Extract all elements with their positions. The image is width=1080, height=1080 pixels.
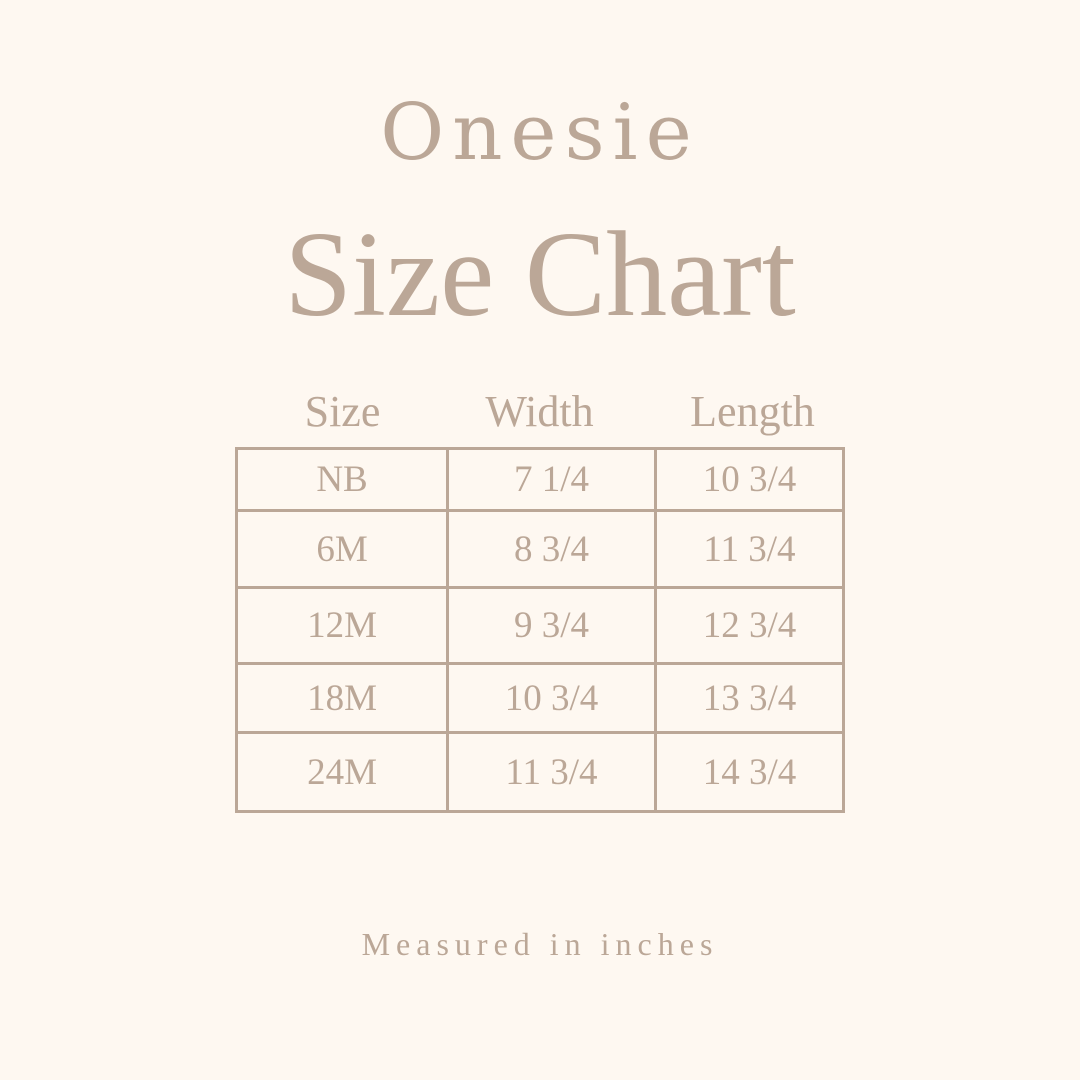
table-row: 12M 9 3/4 12 3/4	[234, 586, 846, 665]
width-cell: 8 3/4	[446, 509, 657, 589]
table-row: 18M 10 3/4 13 3/4	[234, 662, 846, 734]
footer-note: Measured in inches	[361, 926, 719, 962]
size-cell: 18M	[234, 662, 450, 734]
page-title: Size Chart	[284, 207, 796, 342]
table-row: 24M 11 3/4 14 3/4	[234, 731, 846, 813]
size-cell: NB	[234, 447, 450, 512]
length-cell: 11 3/4	[653, 509, 846, 589]
width-cell: 10 3/4	[446, 662, 657, 734]
size-cell: 12M	[234, 586, 450, 665]
table-row: NB 7 1/4 10 3/4	[234, 447, 846, 512]
column-header-size: Size	[304, 387, 381, 436]
width-cell: 11 3/4	[446, 731, 657, 813]
width-cell: 7 1/4	[446, 447, 657, 512]
length-cell: 14 3/4	[653, 731, 846, 813]
length-cell: 12 3/4	[653, 586, 846, 665]
column-header-width: Width	[485, 387, 594, 436]
table-row: 6M 8 3/4 11 3/4	[234, 509, 846, 589]
length-cell: 13 3/4	[653, 662, 846, 734]
size-cell: 6M	[234, 509, 450, 589]
size-cell: 24M	[234, 731, 450, 813]
product-title: Onesie	[380, 88, 700, 178]
size-table: NB 7 1/4 10 3/4 6M 8 3/4 11 3/4 12M 9 3/4 12 3/4…	[234, 447, 846, 813]
width-cell: 9 3/4	[446, 586, 657, 665]
column-header-length: Length	[690, 387, 815, 436]
length-cell: 10 3/4	[653, 447, 846, 512]
